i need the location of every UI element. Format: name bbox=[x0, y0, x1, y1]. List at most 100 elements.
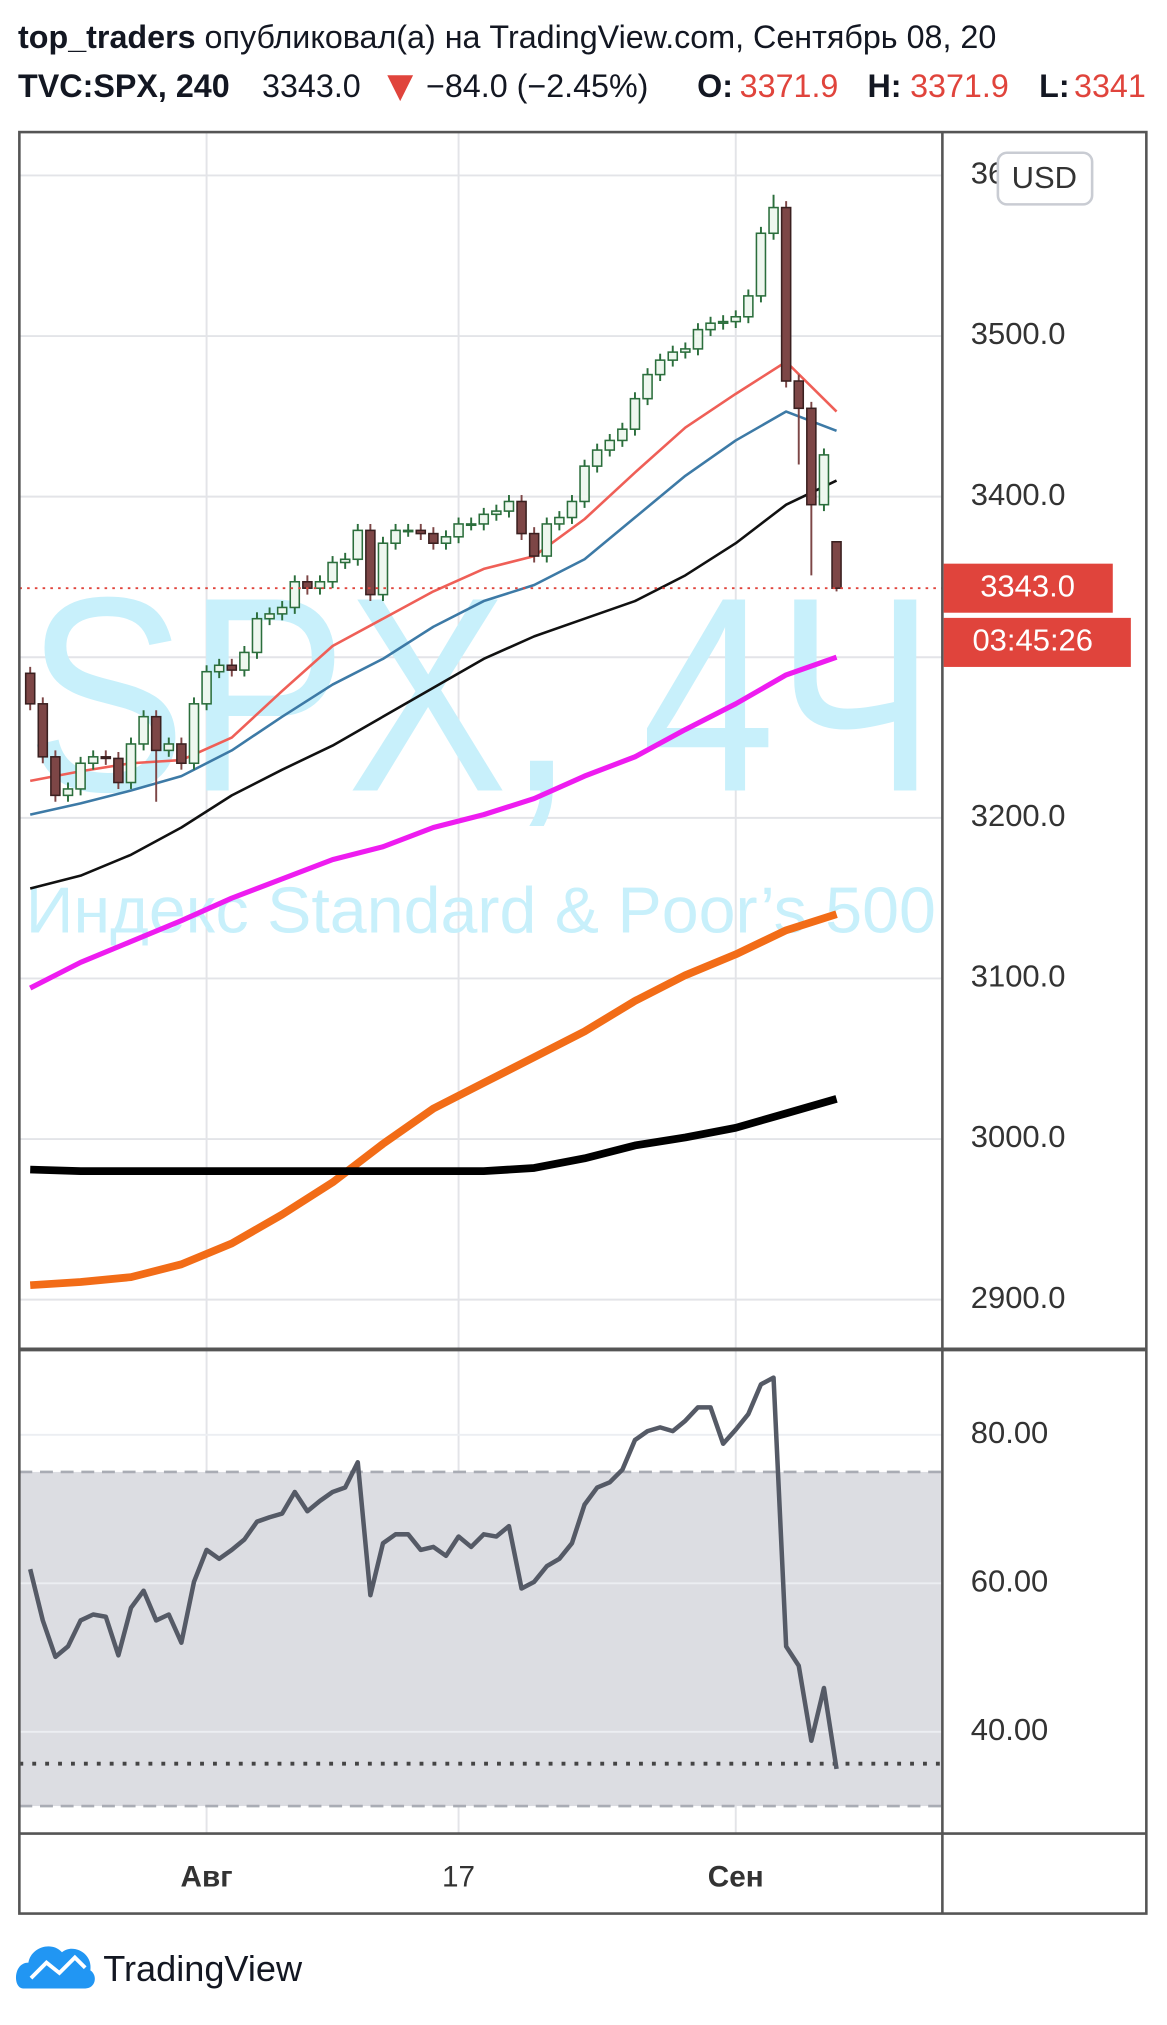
footer-brand: TradingView bbox=[103, 1948, 303, 1989]
candle-body bbox=[100, 756, 112, 760]
header-line-2: TVC:SPX, 240 3343.0 −84.0 (−2.45%) O: 33… bbox=[18, 68, 1146, 104]
low-key: L: bbox=[1039, 68, 1069, 104]
frame bbox=[18, 130, 1148, 1915]
y-tick-label: 60.00 bbox=[971, 1564, 1049, 1599]
y-tick-label: 3500.0 bbox=[971, 316, 1066, 351]
published: опубликовал(а) на TradingView.com, Сентя… bbox=[196, 19, 997, 55]
currency-label: USD bbox=[1012, 160, 1077, 195]
candle-body bbox=[806, 407, 817, 506]
candle-body bbox=[251, 617, 263, 654]
candle-body bbox=[402, 529, 414, 533]
open-key: O: bbox=[697, 68, 733, 104]
candle-body bbox=[113, 757, 124, 784]
candle-body bbox=[692, 328, 704, 350]
candle-body bbox=[377, 542, 389, 596]
candle-body bbox=[629, 397, 641, 430]
candle-body bbox=[780, 206, 792, 382]
candle-body bbox=[390, 529, 401, 544]
x-tick-label: Сен bbox=[708, 1861, 764, 1894]
y-tick-label: 3100.0 bbox=[971, 959, 1066, 994]
last-price: 3343.0 bbox=[262, 68, 361, 104]
watermark-title: SPX, 4Ч bbox=[26, 539, 936, 849]
candle-body bbox=[440, 536, 452, 544]
candle-body bbox=[528, 532, 540, 557]
candle-body bbox=[478, 513, 490, 525]
moving-average-line bbox=[29, 360, 838, 783]
rsi-band bbox=[19, 1471, 943, 1807]
candle-body bbox=[768, 206, 779, 235]
y-tick-label: 40.00 bbox=[971, 1712, 1049, 1747]
candle-body bbox=[604, 439, 616, 451]
candle-body bbox=[163, 743, 175, 752]
candle-body bbox=[226, 664, 238, 671]
logo-line bbox=[29, 1954, 87, 1980]
candle-body bbox=[365, 529, 376, 596]
y-tick-label: 3000.0 bbox=[971, 1119, 1066, 1154]
high-key: H: bbox=[868, 68, 902, 104]
candle-body bbox=[276, 606, 288, 615]
candle-body bbox=[680, 348, 691, 353]
moving-average-line bbox=[29, 910, 838, 1290]
watermark-subtitle: Индекс Standard & Poor’s 500 bbox=[26, 874, 936, 946]
candle-body bbox=[352, 529, 364, 561]
candle-body bbox=[24, 672, 36, 705]
candle-body bbox=[188, 703, 200, 765]
candle-body bbox=[730, 316, 742, 323]
author: top_traders bbox=[18, 19, 196, 55]
candle-body bbox=[667, 351, 679, 361]
candle-body bbox=[516, 500, 527, 535]
candle-body bbox=[75, 762, 86, 790]
candle-body bbox=[642, 373, 653, 400]
candle-body bbox=[339, 558, 351, 564]
last-price-label: 3343.0 bbox=[980, 568, 1075, 603]
symbol: TVC:SPX, 240 bbox=[18, 68, 230, 104]
candle-body bbox=[465, 523, 477, 527]
candle-body bbox=[705, 322, 716, 331]
y-tick-label: 3200.0 bbox=[971, 798, 1066, 833]
candle-body bbox=[717, 320, 729, 324]
candle-body bbox=[150, 715, 162, 752]
candle-body bbox=[138, 715, 149, 745]
x-tick-label: Авг bbox=[181, 1861, 233, 1894]
candle-body bbox=[264, 613, 275, 620]
candle-body bbox=[289, 580, 301, 609]
candle-body bbox=[554, 516, 565, 525]
candle-body bbox=[503, 500, 515, 512]
moving-average-line bbox=[29, 410, 838, 816]
candle-body bbox=[62, 788, 74, 797]
candle-body bbox=[327, 561, 338, 583]
candle-body bbox=[176, 743, 187, 765]
candle-body bbox=[239, 651, 250, 671]
countdown-label: 03:45:26 bbox=[972, 623, 1093, 658]
countdown-badge bbox=[943, 617, 1131, 667]
low-value: 3341 bbox=[1074, 68, 1146, 104]
currency-badge bbox=[996, 151, 1094, 206]
header-line-1: top_traders опубликовал(а) на TradingVie… bbox=[18, 19, 996, 55]
moving-average-line bbox=[29, 479, 838, 890]
candle-body bbox=[428, 532, 439, 544]
candle-body bbox=[50, 756, 61, 797]
candle-body bbox=[213, 664, 225, 673]
candle-body bbox=[755, 232, 767, 297]
y-tick-label: 80.00 bbox=[971, 1415, 1049, 1450]
rsi-pane bbox=[19, 1375, 943, 1808]
candle-body bbox=[125, 743, 137, 784]
candle-body bbox=[453, 523, 464, 538]
candle-body bbox=[491, 510, 502, 516]
candle-body bbox=[831, 541, 842, 589]
candle-body bbox=[314, 580, 326, 589]
moving-average-line bbox=[30, 1095, 838, 1176]
y-tick-label: 3400.0 bbox=[971, 477, 1066, 512]
moving-average-line bbox=[29, 654, 838, 991]
price-pane: SPX, 4Ч Индекс Standard & Poor’s 500 bbox=[19, 174, 943, 1301]
change: −84.0 (−2.45%) bbox=[426, 68, 648, 104]
candle-body bbox=[37, 703, 49, 758]
outer-border bbox=[18, 130, 1148, 1915]
candle-body bbox=[617, 428, 628, 442]
candle-body bbox=[818, 454, 830, 506]
footer-logo bbox=[16, 1946, 95, 1989]
candle-body bbox=[541, 523, 553, 557]
candle-body bbox=[415, 529, 427, 535]
